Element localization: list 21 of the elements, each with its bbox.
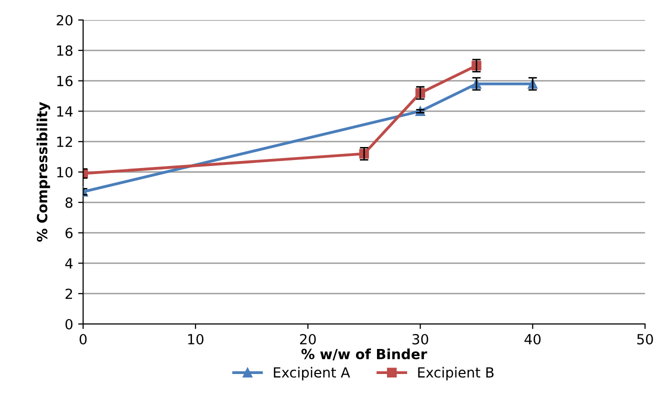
y-tick-label: 2 xyxy=(66,288,72,299)
y-tick-label: 8 xyxy=(66,197,72,208)
y-tick-label: 14 xyxy=(57,106,73,116)
y-tick-label: 18 xyxy=(57,45,72,56)
x-tick-label: 50 xyxy=(637,334,653,344)
y-tick-label: 6 xyxy=(66,228,73,238)
y-tick-label: 4 xyxy=(65,258,73,268)
y-tick-label: 16 xyxy=(57,76,73,86)
y-axis-title: % Compressibility xyxy=(36,102,50,242)
x-axis-title: % w/w of Binder xyxy=(301,348,428,360)
x-tick-label: 40 xyxy=(524,334,541,344)
x-tick-label: 10 xyxy=(188,334,204,344)
y-tick-label: 0 xyxy=(65,318,72,330)
x-tick-label: 0 xyxy=(80,334,87,344)
y-tick-label: 10 xyxy=(57,166,72,178)
y-tick-label: 20 xyxy=(56,14,72,26)
legend-label: Excipient B xyxy=(418,366,494,380)
legend-label: Excipient A xyxy=(274,366,350,380)
x-tick-label: 30 xyxy=(412,334,428,344)
x-tick-label: 20 xyxy=(300,334,316,344)
y-tick-label: 12 xyxy=(57,136,72,147)
